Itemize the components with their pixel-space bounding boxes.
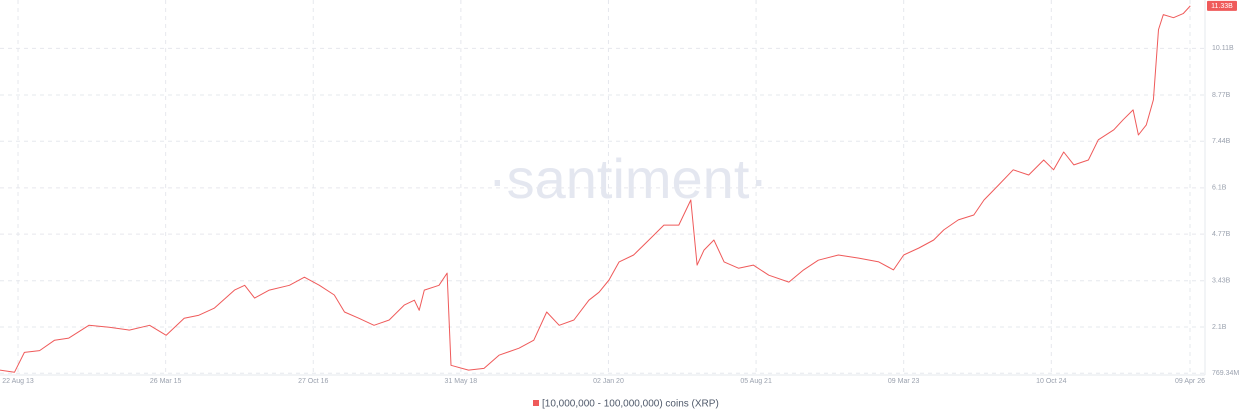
legend-swatch [533,400,539,406]
y-tick-label: 769.34M [1212,370,1239,377]
x-tick-label: 10 Oct 24 [1036,378,1066,385]
line [0,5,1191,373]
y-tick-label: 7.44B [1212,138,1231,145]
current-value-badge [1207,0,1237,11]
x-tick-label: 31 May 18 [445,378,478,385]
x-tick-label: 27 Oct 16 [298,378,328,385]
y-tick-label: 6.1B [1212,185,1227,192]
y-tick-label: 8.77B [1212,92,1231,99]
current-value-label: 11.33B [1211,3,1233,10]
x-tick-label: 09 Apr 26 [1175,378,1205,385]
y-tick-label: 10.11B [1212,45,1234,52]
legend-label: [10,000,000 - 100,000,000) coins (XRP) [542,399,719,410]
legend-item[interactable]: [10,000,000 - 100,000,000) coins (XRP) [533,399,719,410]
y-tick-label: 2.1B [1212,324,1227,331]
x-tick-label: 26 Mar 15 [150,378,182,385]
watermark: ·santiment· [488,147,768,210]
x-tick-label: 09 Mar 23 [888,378,920,385]
y-tick-label: 4.77B [1212,231,1231,238]
x-tick-label: 05 Aug 21 [740,378,772,385]
x-tick-label: 02 Jan 20 [593,378,624,385]
y-tick-label: 3.43B [1212,278,1231,285]
grid [0,0,1205,375]
x-tick-label: 22 Aug 13 [2,378,34,385]
